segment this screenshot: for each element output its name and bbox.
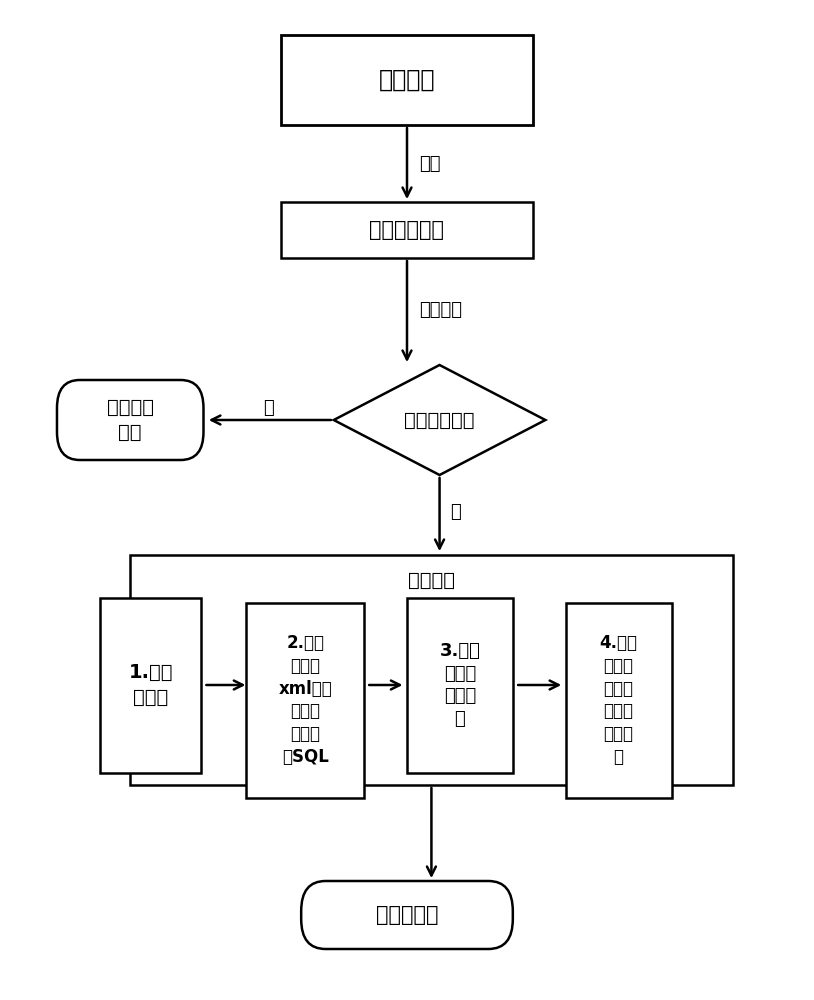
Text: 分段参数定义: 分段参数定义 xyxy=(370,220,444,240)
Text: 分段处理: 分段处理 xyxy=(408,570,455,589)
FancyBboxPatch shape xyxy=(301,881,513,949)
Text: 执行: 执行 xyxy=(419,155,440,173)
Text: 1.加载
处理类: 1.加载 处理类 xyxy=(129,663,173,707)
FancyBboxPatch shape xyxy=(281,35,533,125)
FancyBboxPatch shape xyxy=(407,598,513,772)
Text: 分段判断: 分段判断 xyxy=(419,301,462,319)
Text: 批量单元: 批量单元 xyxy=(379,68,435,92)
Polygon shape xyxy=(334,365,545,475)
FancyBboxPatch shape xyxy=(99,598,202,772)
FancyBboxPatch shape xyxy=(57,380,204,460)
FancyBboxPatch shape xyxy=(130,555,733,785)
Text: 3.处理
类获取
分段信
息: 3.处理 类获取 分段信 息 xyxy=(440,642,480,728)
FancyBboxPatch shape xyxy=(566,602,672,798)
FancyBboxPatch shape xyxy=(281,202,533,257)
Text: 是否需要分段: 是否需要分段 xyxy=(405,410,475,430)
Text: 批处理结束: 批处理结束 xyxy=(376,905,438,925)
Text: 否: 否 xyxy=(263,399,274,417)
Text: 2.处理
类解析
xml中的
配置信
息及分
段SQL: 2.处理 类解析 xml中的 配置信 息及分 段SQL xyxy=(278,634,332,766)
FancyBboxPatch shape xyxy=(246,602,364,798)
Text: 是: 是 xyxy=(450,503,461,521)
Text: 4.根据
分段信
息进行
数据分
段并执
行: 4.根据 分段信 息进行 数据分 段并执 行 xyxy=(600,634,637,766)
Text: 分段处理
结束: 分段处理 结束 xyxy=(107,398,154,442)
